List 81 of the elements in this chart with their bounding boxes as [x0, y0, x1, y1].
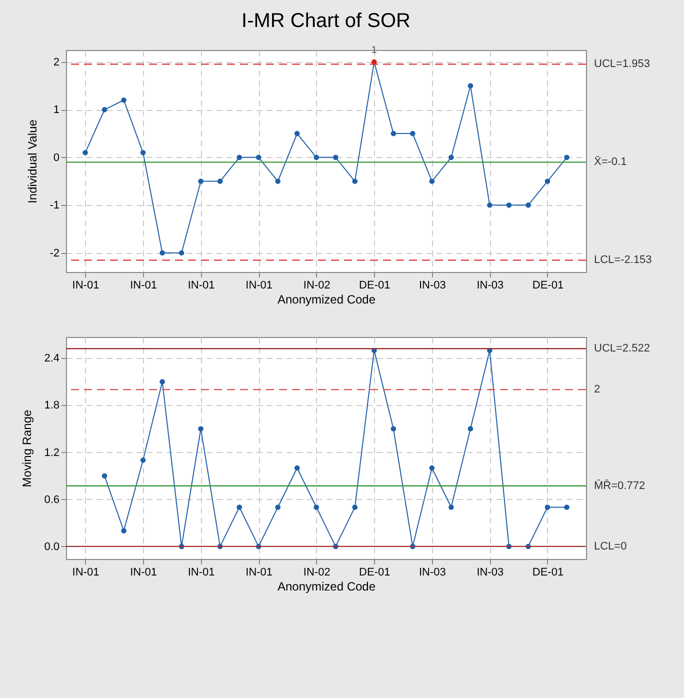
point — [102, 107, 108, 112]
x-tick-label: IN-01 — [72, 280, 100, 292]
point — [314, 154, 320, 160]
point — [429, 465, 435, 471]
x-tick-label: DE-01 — [359, 280, 390, 292]
point — [140, 150, 146, 156]
point — [332, 154, 338, 160]
point — [121, 528, 126, 534]
x-tick-label: IN-01 — [246, 566, 273, 578]
x-tick-label: DE-01 — [532, 566, 564, 578]
y-tick-label: 2.4 — [44, 352, 60, 365]
y-tick-label: 1.8 — [44, 400, 60, 412]
point — [352, 504, 358, 510]
point — [121, 97, 126, 103]
x-tick-label: IN-02 — [303, 280, 330, 292]
point — [448, 504, 454, 510]
x-tick-label: IN-03 — [476, 566, 504, 578]
x-tick-label: IN-01 — [246, 280, 273, 292]
ref-line-label: UCL=2.522 — [594, 342, 650, 355]
x-tick-label: DE-01 — [532, 280, 564, 292]
point — [429, 178, 435, 184]
point — [526, 202, 531, 208]
point — [544, 178, 550, 184]
y-tick-label: -1 — [50, 200, 60, 212]
point — [102, 473, 108, 478]
point — [82, 150, 88, 156]
ref-line-label: LCL=-2.153 — [594, 254, 652, 266]
point — [178, 250, 184, 256]
x-tick-label: IN-01 — [72, 566, 100, 578]
ref-line-label: X̄=-0.1 — [594, 156, 627, 168]
point — [390, 426, 396, 432]
x-tick-label: IN-03 — [418, 566, 446, 578]
point — [294, 130, 300, 136]
point — [198, 426, 204, 432]
x-tick-label: IN-01 — [130, 566, 157, 578]
y-axis-title: Moving Range — [20, 409, 34, 488]
x-axis-title: Anonymized Code — [277, 292, 376, 306]
y-tick-label: 0 — [53, 152, 60, 164]
x-tick-label: DE-01 — [359, 566, 390, 578]
x-tick-label: IN-03 — [418, 280, 446, 292]
y-tick-label: 0.6 — [44, 494, 60, 506]
point — [217, 178, 223, 184]
y-axis-title: Individual Value — [26, 119, 40, 204]
point — [390, 130, 396, 136]
y-tick-label: 0.0 — [44, 540, 60, 553]
point — [468, 426, 474, 432]
x-tick-label: IN-01 — [188, 566, 215, 578]
x-tick-label: IN-01 — [188, 280, 215, 292]
point — [236, 154, 242, 160]
point — [198, 178, 204, 184]
ref-line-label: M̄R̄=0.772 — [594, 479, 646, 492]
x-tick-label: IN-01 — [130, 280, 157, 292]
point — [236, 504, 242, 510]
x-tick-label: IN-02 — [303, 566, 330, 578]
point — [506, 202, 512, 208]
point — [256, 154, 262, 160]
x-axis-title: Anonymized Code — [277, 580, 376, 594]
y-tick-label: 1.2 — [44, 446, 60, 459]
point — [140, 458, 146, 463]
point — [160, 379, 165, 384]
point — [410, 130, 416, 136]
point — [314, 504, 320, 510]
point — [352, 178, 358, 184]
y-tick-label: 1 — [53, 104, 60, 116]
point — [564, 504, 570, 510]
ref-line-label: LCL=0 — [594, 540, 627, 552]
point — [468, 83, 474, 88]
point — [275, 178, 280, 184]
ref-line-label: UCL=1.953 — [594, 58, 650, 70]
point — [275, 504, 280, 510]
chart-title: I-MR Chart of SOR — [242, 10, 410, 32]
point — [487, 202, 492, 208]
y-tick-label: 2 — [53, 56, 60, 68]
point — [564, 154, 570, 160]
ref-line-label: 2 — [594, 384, 600, 396]
y-tick-label: -2 — [50, 247, 60, 260]
point — [160, 250, 165, 256]
point — [544, 504, 550, 510]
x-tick-label: IN-03 — [476, 280, 504, 292]
point — [294, 465, 300, 471]
point — [448, 154, 454, 160]
